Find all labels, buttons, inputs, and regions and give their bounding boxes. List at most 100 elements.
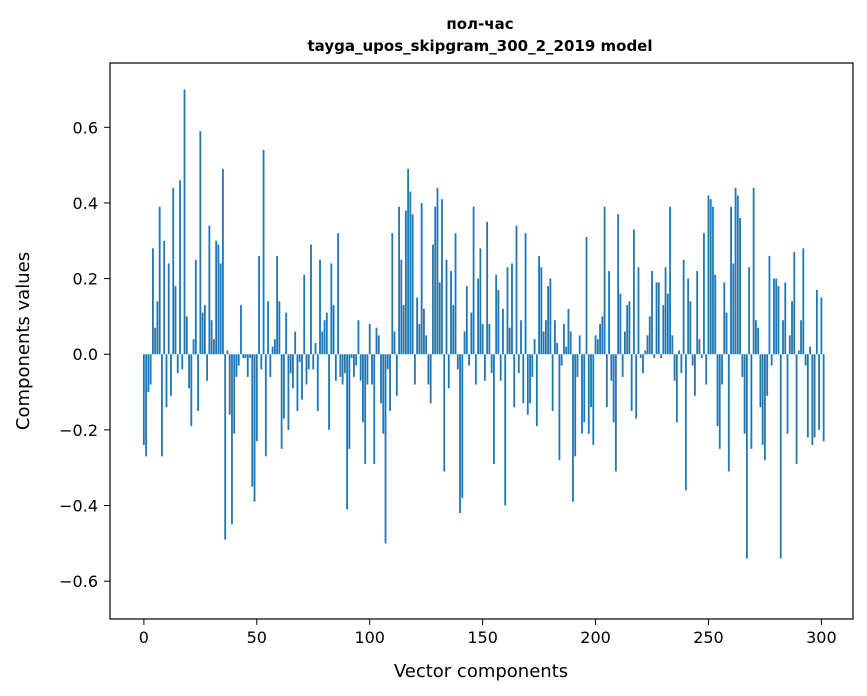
bar-component-248 [703, 233, 705, 355]
bar-component-108 [386, 354, 389, 370]
bar-component-225 [651, 271, 653, 355]
bar-component-93 [353, 354, 355, 377]
bar-component-242 [689, 301, 692, 355]
bar-component-175 [538, 255, 540, 355]
bar-component-170 [526, 354, 529, 415]
bar-component-193 [578, 335, 581, 355]
bar-component-256 [721, 354, 723, 385]
bar-component-95 [357, 320, 360, 355]
y-axis-ticks: −0.6 −0.4 −0.2 0.0 0.2 0.4 0.6 [59, 118, 110, 591]
bar-component-70 [301, 354, 303, 400]
bar-component-94 [355, 354, 358, 366]
bar-component-140 [459, 354, 461, 514]
bar-component-212 [621, 354, 624, 377]
bar-component-291 [800, 320, 802, 355]
bar-component-58 [273, 339, 276, 355]
bar-component-179 [547, 286, 550, 355]
bar-component-64 [287, 354, 290, 430]
bar-component-165 [515, 225, 518, 355]
bar-component-240 [684, 354, 687, 491]
bar-component-300 [820, 297, 823, 355]
bar-component-167 [520, 320, 522, 355]
bar-component-241 [687, 278, 690, 355]
bar-component-274 [761, 354, 764, 446]
bar-component-11 [167, 263, 170, 355]
bar-component-217 [633, 229, 635, 355]
bar-component-22 [192, 339, 195, 355]
bar-component-27 [203, 305, 206, 355]
bar-component-204 [603, 206, 606, 355]
bar-component-50 [255, 354, 258, 442]
bar-component-243 [691, 354, 694, 366]
bar-component-196 [585, 236, 588, 355]
bar-component-262 [734, 187, 737, 355]
bar-component-149 [479, 248, 482, 355]
bar-component-185 [560, 354, 563, 366]
bar-component-36 [224, 354, 227, 540]
bar-component-139 [456, 354, 459, 370]
bar-component-52 [260, 354, 263, 370]
bar-component-83 [330, 263, 333, 355]
bar-component-152 [486, 221, 489, 355]
y-tick-label: 0.2 [73, 270, 98, 289]
bar-component-45 [244, 354, 247, 359]
bar-component-219 [637, 267, 640, 355]
bar-component-102 [373, 354, 376, 464]
bar-component-141 [461, 354, 464, 498]
bar-component-4 [152, 248, 154, 355]
bar-component-166 [517, 354, 520, 374]
bar-component-133 [443, 354, 446, 472]
x-tick-label: 200 [580, 628, 611, 647]
bar-component-285 [786, 354, 789, 434]
bar-component-7 [158, 206, 161, 355]
bar-component-119 [411, 214, 414, 355]
bar-component-17 [181, 354, 184, 370]
bar-component-163 [511, 263, 513, 355]
bar-component-146 [472, 206, 475, 355]
bar-component-79 [321, 331, 324, 355]
bar-component-57 [271, 346, 274, 355]
bar-component-8 [161, 354, 163, 457]
bar-component-268 [748, 267, 751, 355]
bar-component-260 [730, 206, 732, 355]
bar-component-154 [490, 354, 493, 374]
bar-component-296 [811, 354, 814, 446]
bar-component-61 [280, 354, 283, 449]
bar-component-54 [264, 354, 267, 457]
x-tick-label: 300 [806, 628, 837, 647]
bar-component-90 [346, 354, 349, 510]
bar-component-84 [332, 305, 335, 355]
bar-component-74 [310, 244, 312, 355]
bar-component-176 [540, 267, 543, 355]
bar-component-76 [314, 342, 317, 355]
bar-component-46 [246, 354, 249, 377]
bar-component-218 [635, 354, 638, 419]
bar-component-190 [572, 354, 574, 502]
bar-component-223 [646, 335, 649, 355]
bar-component-216 [630, 354, 633, 411]
bar-component-202 [599, 323, 601, 355]
bar-component-191 [574, 354, 577, 457]
y-tick-label: −0.4 [59, 497, 98, 516]
bar-component-298 [815, 289, 818, 355]
y-tick-label: 0.6 [73, 118, 98, 137]
bar-component-55 [267, 301, 269, 355]
y-tick-label: −0.2 [59, 421, 98, 440]
bar-component-123 [420, 202, 423, 355]
bar-component-233 [669, 206, 671, 355]
bar-component-78 [319, 259, 321, 355]
bar-component-107 [384, 354, 387, 544]
bar-component-62 [282, 354, 285, 419]
bar-component-293 [804, 354, 807, 366]
bar-component-80 [323, 320, 326, 355]
bar-component-130 [436, 187, 439, 355]
bar-component-211 [619, 293, 622, 355]
bar-component-39 [231, 354, 233, 525]
x-tick-label: 50 [247, 628, 267, 647]
bar-component-158 [499, 354, 502, 381]
bar-component-125 [425, 335, 428, 355]
bar-component-117 [407, 168, 410, 355]
bar-component-215 [628, 301, 631, 355]
bar-component-151 [483, 354, 486, 381]
bar-component-71 [303, 274, 306, 355]
